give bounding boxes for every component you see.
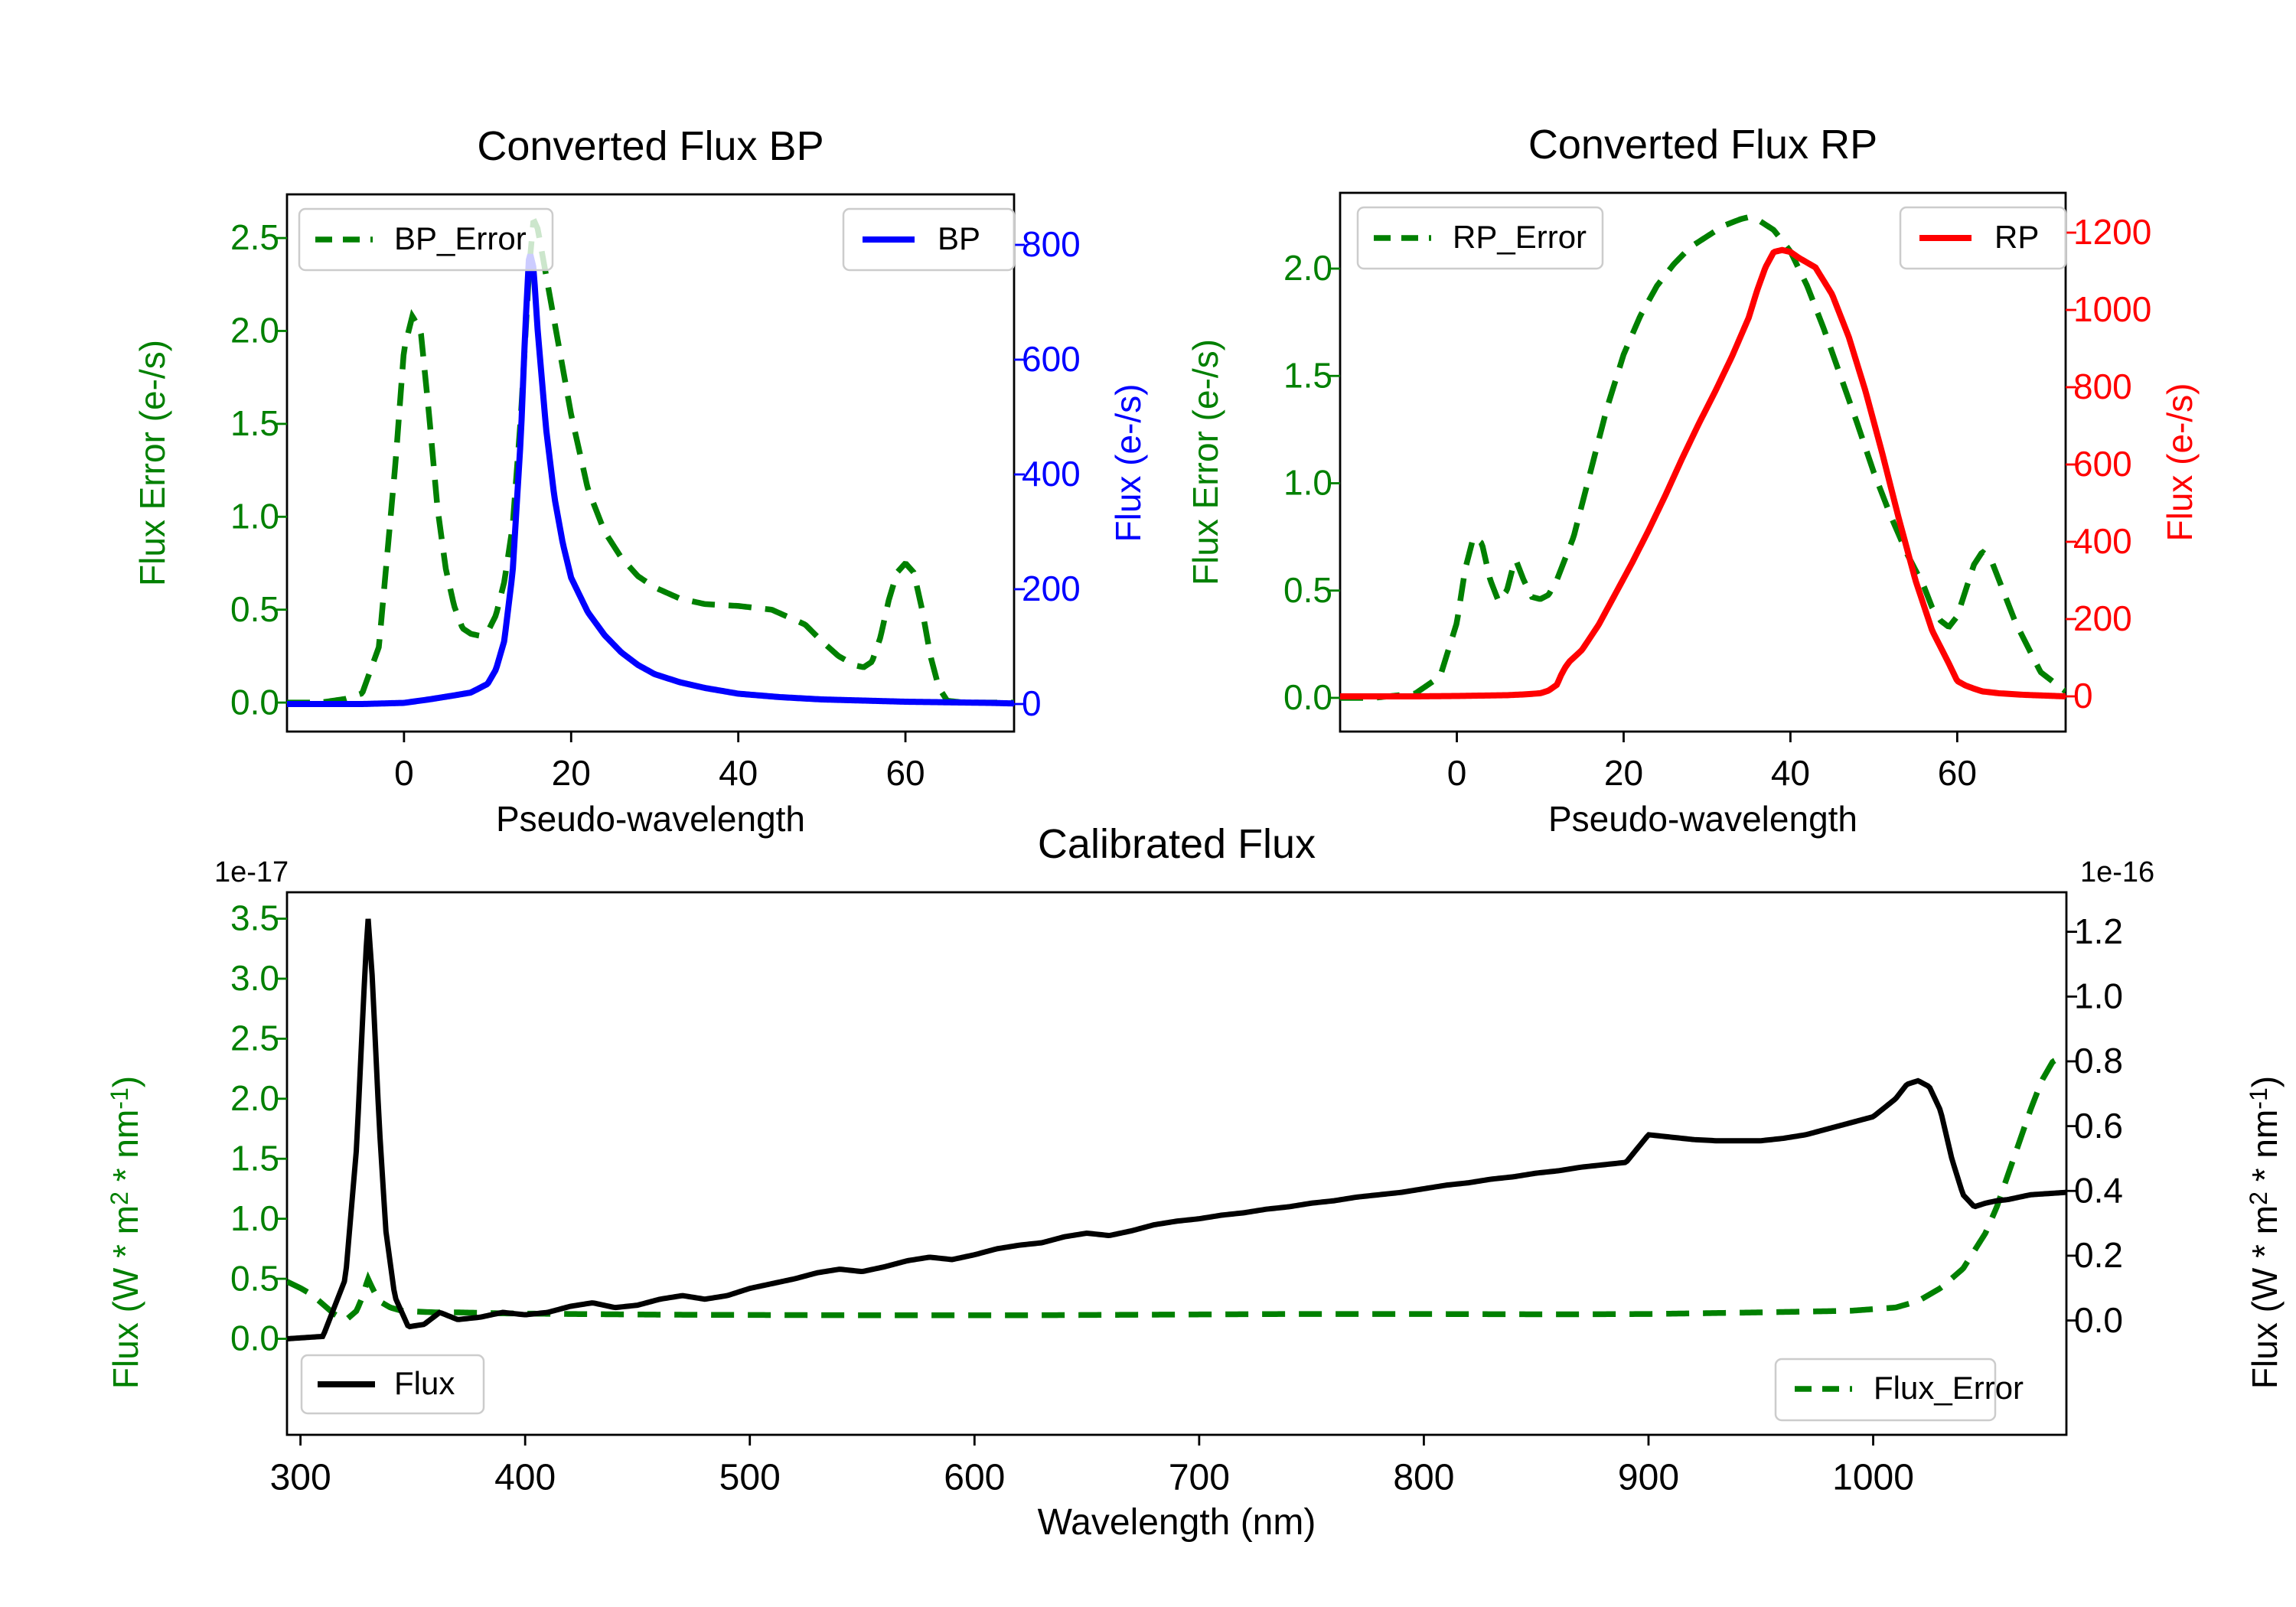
svg-text:40: 40 xyxy=(1771,753,1810,793)
svg-text:20: 20 xyxy=(1604,753,1643,793)
svg-text:0: 0 xyxy=(394,753,414,793)
svg-text:Flux (W * m2 * nm-1): Flux (W * m2 * nm-1) xyxy=(2245,1076,2285,1389)
svg-text:Pseudo-wavelength: Pseudo-wavelength xyxy=(1548,799,1857,839)
svg-text:800: 800 xyxy=(2073,367,2132,406)
svg-text:400: 400 xyxy=(1022,454,1081,494)
svg-text:0.0: 0.0 xyxy=(1283,677,1332,717)
svg-text:Converted Flux RP: Converted Flux RP xyxy=(1528,122,1877,168)
svg-text:Converted Flux BP: Converted Flux BP xyxy=(477,123,823,169)
svg-text:Flux (e-/s): Flux (e-/s) xyxy=(2160,383,2200,542)
svg-text:1e-16: 1e-16 xyxy=(2080,856,2154,888)
svg-text:Flux Error (e-/s): Flux Error (e-/s) xyxy=(132,340,172,586)
svg-text:BP_Error: BP_Error xyxy=(394,220,527,256)
svg-text:BP: BP xyxy=(938,220,980,256)
svg-text:60: 60 xyxy=(1938,753,1977,793)
svg-text:3.0: 3.0 xyxy=(230,958,279,998)
svg-text:1.0: 1.0 xyxy=(230,496,279,536)
svg-text:Pseudo-wavelength: Pseudo-wavelength xyxy=(496,799,805,839)
svg-text:Wavelength (nm): Wavelength (nm) xyxy=(1038,1502,1316,1543)
svg-text:0.6: 0.6 xyxy=(2074,1106,2123,1146)
svg-text:1.5: 1.5 xyxy=(230,1138,279,1178)
svg-text:1.5: 1.5 xyxy=(230,403,279,443)
svg-text:900: 900 xyxy=(1618,1458,1679,1498)
svg-text:0: 0 xyxy=(1022,683,1042,723)
svg-text:Flux (W * m2 * nm-1): Flux (W * m2 * nm-1) xyxy=(106,1076,145,1389)
svg-text:0.4: 0.4 xyxy=(2074,1170,2123,1210)
svg-text:0.8: 0.8 xyxy=(2074,1041,2123,1081)
svg-text:0: 0 xyxy=(1447,753,1467,793)
svg-text:400: 400 xyxy=(494,1458,556,1498)
svg-text:400: 400 xyxy=(2073,521,2132,561)
svg-text:40: 40 xyxy=(719,753,758,793)
svg-text:0: 0 xyxy=(2073,676,2093,715)
svg-text:600: 600 xyxy=(2073,444,2132,484)
svg-text:300: 300 xyxy=(270,1458,331,1498)
svg-text:1.2: 1.2 xyxy=(2074,911,2123,951)
svg-text:200: 200 xyxy=(2073,598,2132,638)
svg-text:1.0: 1.0 xyxy=(1283,463,1332,503)
svg-text:2.5: 2.5 xyxy=(230,1019,279,1058)
svg-text:1e-17: 1e-17 xyxy=(214,856,289,888)
svg-text:Flux: Flux xyxy=(394,1365,455,1401)
svg-text:800: 800 xyxy=(1022,224,1081,264)
svg-text:1.5: 1.5 xyxy=(1283,355,1332,395)
svg-text:2.5: 2.5 xyxy=(230,217,279,257)
svg-text:Calibrated Flux: Calibrated Flux xyxy=(1038,821,1316,867)
svg-text:1.0: 1.0 xyxy=(230,1198,279,1238)
svg-text:500: 500 xyxy=(719,1458,781,1498)
svg-text:2.0: 2.0 xyxy=(1283,248,1332,288)
svg-text:0.2: 0.2 xyxy=(2074,1235,2123,1275)
svg-text:600: 600 xyxy=(944,1458,1005,1498)
svg-text:0.0: 0.0 xyxy=(230,682,279,722)
svg-text:Flux_Error: Flux_Error xyxy=(1874,1370,2024,1406)
svg-text:2.0: 2.0 xyxy=(230,1078,279,1118)
svg-text:1000: 1000 xyxy=(2073,289,2151,329)
svg-text:RP_Error: RP_Error xyxy=(1453,219,1587,255)
svg-text:60: 60 xyxy=(885,753,925,793)
svg-text:0.0: 0.0 xyxy=(2074,1300,2123,1340)
svg-text:1.0: 1.0 xyxy=(2074,976,2123,1015)
svg-text:20: 20 xyxy=(552,753,591,793)
svg-text:0.5: 0.5 xyxy=(230,1258,279,1298)
svg-text:0.5: 0.5 xyxy=(230,589,279,629)
svg-text:3.5: 3.5 xyxy=(230,898,279,938)
svg-text:0.5: 0.5 xyxy=(1283,570,1332,610)
svg-text:RP: RP xyxy=(1994,219,2039,255)
svg-text:700: 700 xyxy=(1169,1458,1230,1498)
svg-text:Flux Error (e-/s): Flux Error (e-/s) xyxy=(1186,339,1225,585)
svg-text:2.0: 2.0 xyxy=(230,311,279,350)
svg-text:0.0: 0.0 xyxy=(230,1319,279,1358)
svg-text:800: 800 xyxy=(1393,1458,1454,1498)
svg-text:Flux (e-/s): Flux (e-/s) xyxy=(1108,384,1148,543)
svg-text:200: 200 xyxy=(1022,569,1081,608)
svg-text:1200: 1200 xyxy=(2073,212,2151,252)
svg-text:1000: 1000 xyxy=(1832,1458,1914,1498)
svg-text:600: 600 xyxy=(1022,339,1081,379)
